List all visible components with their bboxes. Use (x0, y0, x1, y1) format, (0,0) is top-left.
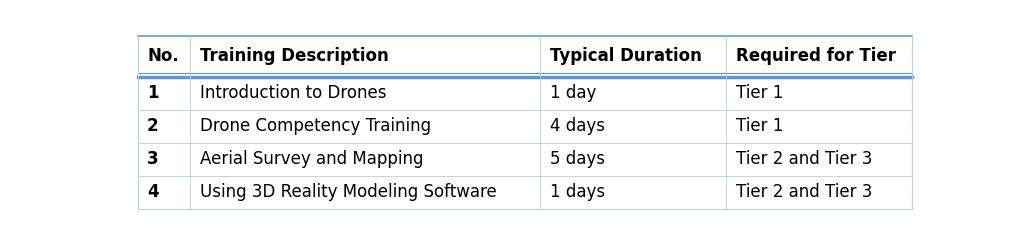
Text: 3: 3 (147, 150, 159, 168)
Text: Training Description: Training Description (200, 47, 388, 65)
Text: Tier 2 and Tier 3: Tier 2 and Tier 3 (735, 184, 872, 201)
Text: 2: 2 (147, 117, 159, 135)
Text: 1: 1 (147, 84, 159, 102)
Text: Required for Tier: Required for Tier (735, 47, 896, 65)
Text: 5 days: 5 days (550, 150, 605, 168)
Text: Using 3D Reality Modeling Software: Using 3D Reality Modeling Software (200, 184, 497, 201)
Text: 4 days: 4 days (550, 117, 605, 135)
Text: Drone Competency Training: Drone Competency Training (200, 117, 431, 135)
Text: 4: 4 (147, 184, 159, 201)
Text: No.: No. (147, 47, 179, 65)
Text: 1 days: 1 days (550, 184, 605, 201)
Text: Introduction to Drones: Introduction to Drones (200, 84, 386, 102)
Text: Tier 1: Tier 1 (735, 117, 783, 135)
Text: 1 day: 1 day (550, 84, 596, 102)
Text: Tier 1: Tier 1 (735, 84, 783, 102)
Text: Aerial Survey and Mapping: Aerial Survey and Mapping (200, 150, 423, 168)
Text: Tier 2 and Tier 3: Tier 2 and Tier 3 (735, 150, 872, 168)
Text: Typical Duration: Typical Duration (550, 47, 701, 65)
